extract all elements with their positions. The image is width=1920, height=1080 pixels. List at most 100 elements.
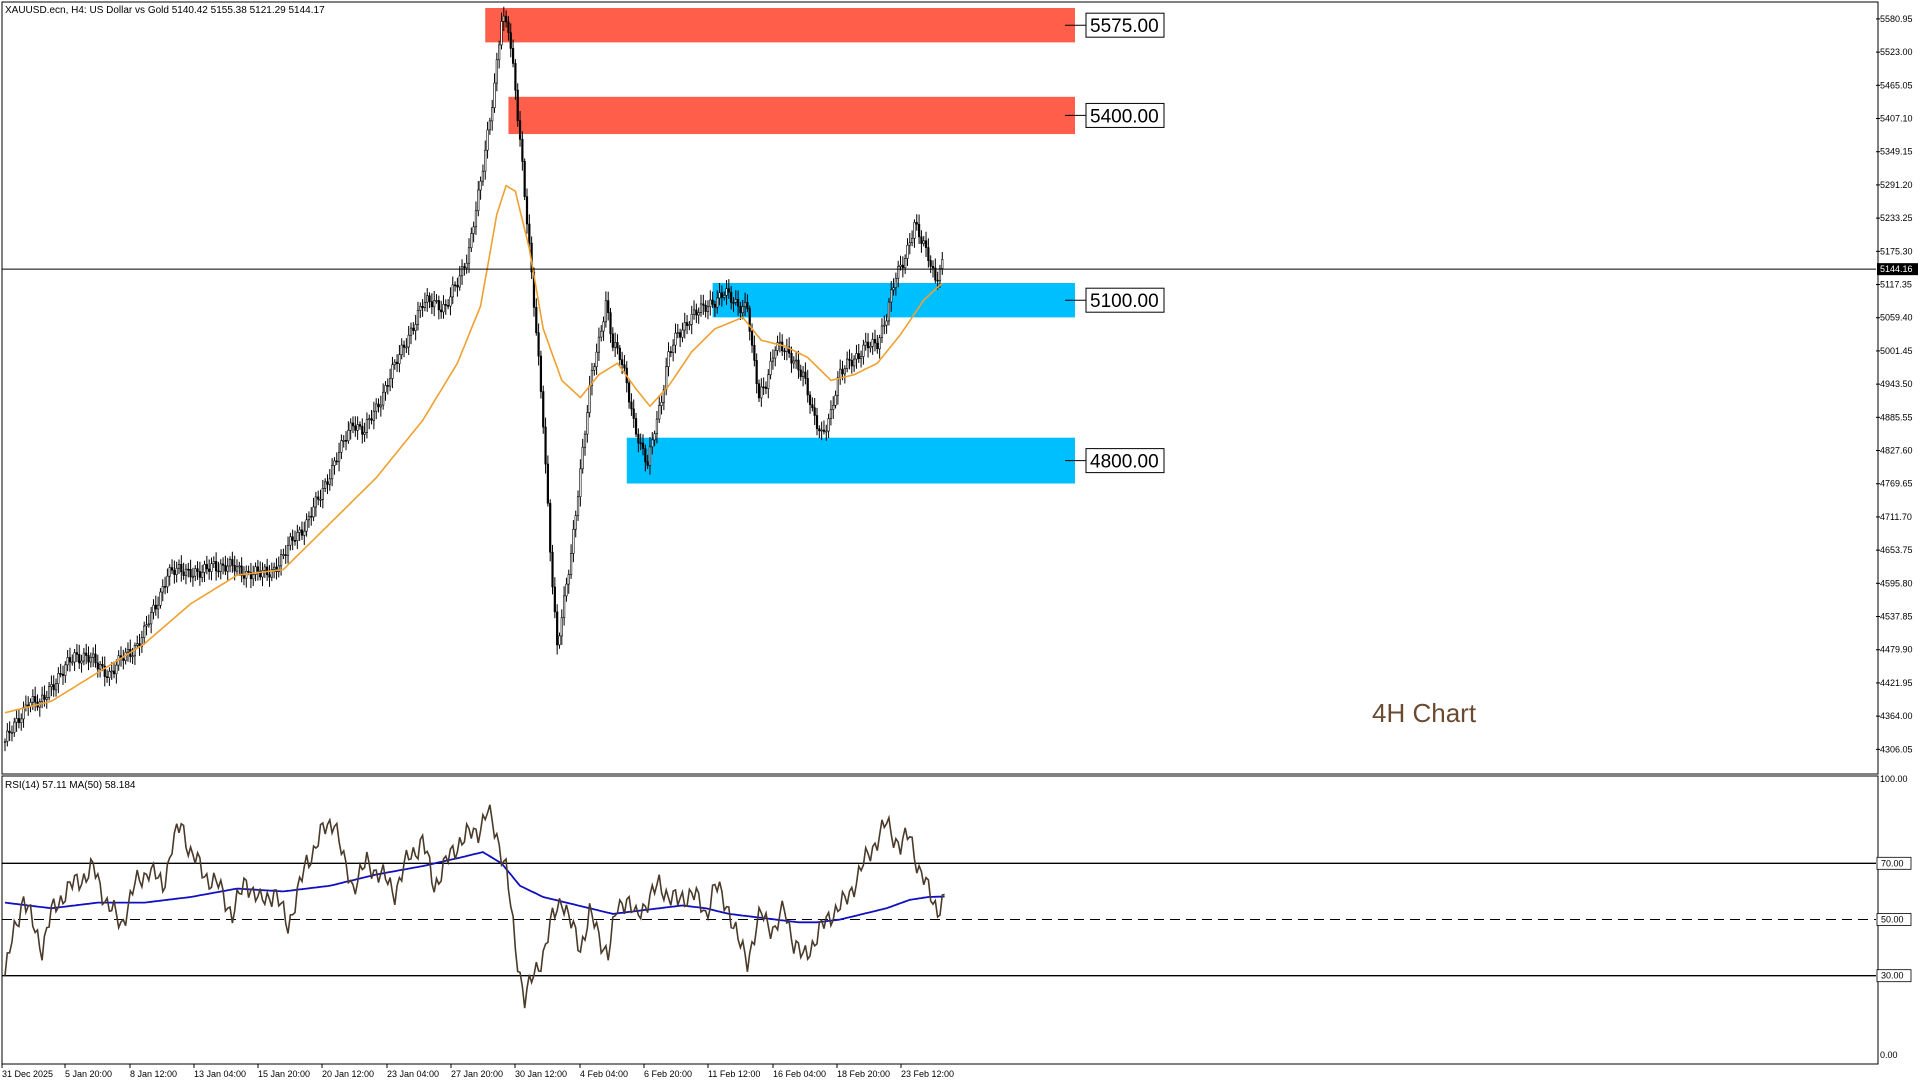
candle-body bbox=[632, 408, 635, 419]
candle-body bbox=[755, 360, 758, 385]
candle-body bbox=[477, 189, 480, 212]
candle-body bbox=[17, 718, 21, 724]
candle-body bbox=[444, 304, 447, 306]
candle-body bbox=[247, 570, 250, 573]
candle-body bbox=[170, 567, 174, 571]
candle-body bbox=[753, 344, 756, 361]
candle-body bbox=[681, 329, 684, 338]
candle-body bbox=[447, 305, 450, 307]
candle-body bbox=[99, 663, 102, 670]
candle-body bbox=[544, 426, 547, 465]
candle-body bbox=[344, 440, 348, 442]
candle-body bbox=[78, 654, 81, 664]
candle-body bbox=[442, 304, 445, 313]
candle-body bbox=[938, 268, 942, 281]
candle-body bbox=[795, 359, 798, 362]
resistance-zone bbox=[508, 96, 1075, 135]
candle-body bbox=[495, 59, 498, 84]
candle-body bbox=[296, 532, 299, 541]
time-axis: 31 Dec 2025 5 Jan 20:00 8 Jan 12:00 13 Jan … bbox=[1, 1064, 954, 1079]
candle-body bbox=[748, 308, 751, 332]
candle-body bbox=[929, 260, 932, 267]
candle-body bbox=[713, 304, 717, 308]
candle-body bbox=[41, 694, 44, 703]
candle-body bbox=[725, 288, 728, 296]
candle-body bbox=[177, 564, 181, 569]
candle-body bbox=[391, 364, 394, 379]
candle-body bbox=[249, 571, 253, 580]
candle-body bbox=[453, 284, 457, 287]
candle-body bbox=[829, 409, 833, 419]
candle-body bbox=[934, 267, 937, 281]
zone-label: 5400.00 bbox=[1090, 106, 1159, 127]
candle-body bbox=[233, 565, 236, 572]
candle-body bbox=[871, 339, 874, 347]
candle-body bbox=[226, 565, 229, 572]
candle-body bbox=[298, 529, 301, 533]
candle-body bbox=[732, 302, 735, 304]
candle-body bbox=[590, 369, 594, 386]
candle-body bbox=[834, 395, 837, 406]
rsi-level-tag bbox=[1876, 913, 1912, 926]
candle-body bbox=[221, 563, 225, 566]
candle-body bbox=[915, 222, 918, 225]
candle-body bbox=[702, 303, 705, 306]
candle-body bbox=[743, 302, 747, 307]
candle-body bbox=[639, 442, 642, 445]
candle-body bbox=[658, 405, 661, 420]
candle-body bbox=[421, 306, 424, 309]
candle-body bbox=[437, 300, 440, 311]
candle-body bbox=[815, 415, 819, 430]
current-price-tag bbox=[1877, 263, 1918, 276]
candle-body bbox=[354, 425, 357, 431]
candle-body bbox=[122, 658, 125, 661]
candle-body bbox=[370, 418, 373, 421]
rsi-pane[interactable]: 70.00 50.00 30.00 100.00 0.00 RSI(14) 57.11 … bbox=[1, 774, 1912, 1065]
candle-body bbox=[706, 306, 710, 312]
candle-body bbox=[839, 368, 842, 378]
candle-body bbox=[783, 350, 786, 353]
candle-body bbox=[637, 433, 640, 444]
candle-body bbox=[739, 306, 742, 314]
candle-body bbox=[68, 657, 72, 663]
candle-body bbox=[776, 342, 779, 351]
candle-body bbox=[423, 301, 427, 309]
candle-body bbox=[89, 656, 92, 663]
candle-body bbox=[595, 351, 598, 368]
price-tick-label: 5117.35 bbox=[1880, 280, 1912, 290]
moving-average-line bbox=[4, 184, 943, 714]
candle-body bbox=[293, 540, 297, 542]
candle-body bbox=[254, 566, 257, 575]
candle-body bbox=[31, 696, 34, 703]
candle-body bbox=[665, 366, 668, 390]
candle-body bbox=[300, 529, 304, 536]
candle-body bbox=[382, 391, 385, 406]
candle-body bbox=[402, 344, 406, 348]
candle-body bbox=[282, 554, 285, 556]
rsi-legend: RSI(14) 57.11 MA(50) 58.184 bbox=[5, 780, 136, 791]
candle-body bbox=[853, 358, 856, 367]
candle-body bbox=[284, 554, 287, 556]
candle-body bbox=[806, 378, 809, 396]
time-tick-label: 31 Dec 2025 bbox=[2, 1069, 53, 1079]
zone-label-box bbox=[1085, 12, 1165, 38]
candle-body bbox=[252, 574, 255, 580]
candle-body bbox=[64, 664, 67, 676]
candle-body bbox=[623, 364, 626, 369]
candle-body bbox=[85, 652, 88, 656]
price-tick-label: 4769.65 bbox=[1880, 479, 1913, 489]
candle-body bbox=[259, 570, 262, 578]
candle-body bbox=[433, 300, 436, 308]
price-tick-label: 5465.05 bbox=[1880, 80, 1913, 90]
candle-body bbox=[646, 461, 649, 466]
candles bbox=[3, 6, 944, 752]
price-pane[interactable]: 5575.00 5400.00 5100.00 4800.00 5580.95 5523… bbox=[1, 1, 1918, 775]
candle-body bbox=[820, 429, 823, 432]
candle-body bbox=[514, 63, 517, 91]
candle-body bbox=[588, 385, 591, 413]
candle-body bbox=[887, 301, 891, 322]
candle-body bbox=[539, 355, 543, 392]
price-tick-label: 4421.95 bbox=[1880, 678, 1913, 688]
candle-body bbox=[716, 297, 719, 308]
